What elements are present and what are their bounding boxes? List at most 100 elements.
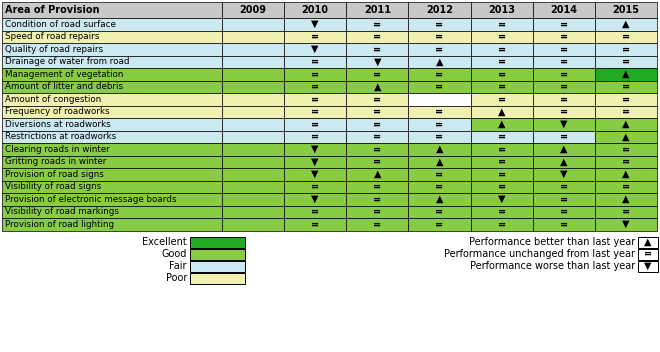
Text: Performance unchanged from last year: Performance unchanged from last year xyxy=(444,249,635,259)
Bar xyxy=(346,193,409,206)
Bar xyxy=(284,156,346,168)
Bar xyxy=(346,56,409,68)
Bar xyxy=(346,131,409,143)
Bar xyxy=(2,2,222,18)
Bar xyxy=(533,2,595,18)
Text: Provision of electronic message boards: Provision of electronic message boards xyxy=(5,195,176,204)
Text: =: = xyxy=(622,207,630,217)
Text: Excellent: Excellent xyxy=(143,237,187,247)
Bar xyxy=(533,31,595,43)
Bar xyxy=(284,131,346,143)
Text: ▼: ▼ xyxy=(374,57,381,67)
Text: =: = xyxy=(560,132,568,142)
Text: =: = xyxy=(498,144,506,154)
Text: =: = xyxy=(374,157,381,167)
Text: ▲: ▲ xyxy=(436,194,444,204)
Bar xyxy=(409,118,471,131)
Text: =: = xyxy=(311,119,319,129)
Text: =: = xyxy=(498,182,506,192)
Text: ▲: ▲ xyxy=(374,82,381,92)
Text: ▼: ▼ xyxy=(312,44,319,54)
Text: =: = xyxy=(311,182,319,192)
Bar xyxy=(346,2,409,18)
Text: ▲: ▲ xyxy=(436,157,444,167)
Text: Restrictions at roadworks: Restrictions at roadworks xyxy=(5,132,116,141)
Text: =: = xyxy=(311,107,319,117)
Bar xyxy=(2,106,222,118)
Bar xyxy=(284,193,346,206)
Bar xyxy=(471,218,533,231)
Bar xyxy=(409,43,471,56)
Bar xyxy=(409,18,471,31)
Text: ▼: ▼ xyxy=(560,169,568,179)
Bar xyxy=(222,206,284,218)
Text: =: = xyxy=(311,57,319,67)
Bar xyxy=(409,31,471,43)
Bar xyxy=(471,43,533,56)
Text: ▲: ▲ xyxy=(622,19,630,29)
Bar xyxy=(409,131,471,143)
Text: =: = xyxy=(374,94,381,104)
Bar xyxy=(595,206,657,218)
Bar xyxy=(190,249,245,259)
Bar xyxy=(471,31,533,43)
Text: =: = xyxy=(436,107,444,117)
Text: 2012: 2012 xyxy=(426,5,453,15)
Text: =: = xyxy=(644,249,652,259)
Bar xyxy=(471,193,533,206)
Text: =: = xyxy=(311,132,319,142)
Text: =: = xyxy=(560,194,568,204)
Bar xyxy=(2,181,222,193)
Bar xyxy=(595,193,657,206)
Bar xyxy=(471,156,533,168)
Bar xyxy=(346,218,409,231)
Bar xyxy=(2,168,222,181)
Bar xyxy=(471,18,533,31)
Text: =: = xyxy=(622,182,630,192)
Bar xyxy=(222,156,284,168)
Bar xyxy=(471,106,533,118)
Bar xyxy=(595,218,657,231)
Text: =: = xyxy=(498,32,506,42)
Text: =: = xyxy=(498,82,506,92)
Text: Condition of road surface: Condition of road surface xyxy=(5,20,116,29)
Bar xyxy=(222,168,284,181)
Text: =: = xyxy=(498,157,506,167)
Text: Provision of road signs: Provision of road signs xyxy=(5,170,104,179)
Bar xyxy=(533,106,595,118)
Bar xyxy=(595,106,657,118)
Bar xyxy=(533,143,595,156)
Text: ▼: ▼ xyxy=(644,261,652,271)
Text: =: = xyxy=(436,207,444,217)
Bar xyxy=(222,143,284,156)
Text: =: = xyxy=(374,119,381,129)
Text: Clearing roads in winter: Clearing roads in winter xyxy=(5,145,110,154)
Bar xyxy=(409,106,471,118)
Bar xyxy=(284,206,346,218)
Bar xyxy=(222,118,284,131)
Text: =: = xyxy=(374,144,381,154)
Bar xyxy=(409,93,471,106)
Bar xyxy=(471,56,533,68)
Bar xyxy=(533,156,595,168)
Text: ▲: ▲ xyxy=(622,132,630,142)
Bar xyxy=(284,218,346,231)
Text: =: = xyxy=(498,132,506,142)
Bar xyxy=(346,81,409,93)
Text: =: = xyxy=(311,219,319,229)
Bar xyxy=(595,93,657,106)
Bar xyxy=(533,56,595,68)
Text: Visibility of road signs: Visibility of road signs xyxy=(5,182,101,191)
Text: =: = xyxy=(560,207,568,217)
Text: =: = xyxy=(311,82,319,92)
Bar xyxy=(471,68,533,81)
Bar xyxy=(222,218,284,231)
Bar xyxy=(346,206,409,218)
Bar xyxy=(346,118,409,131)
Text: ▲: ▲ xyxy=(560,157,568,167)
Text: 2009: 2009 xyxy=(240,5,267,15)
Text: ▲: ▲ xyxy=(498,107,506,117)
Bar xyxy=(471,81,533,93)
Bar xyxy=(595,31,657,43)
Bar xyxy=(2,43,222,56)
